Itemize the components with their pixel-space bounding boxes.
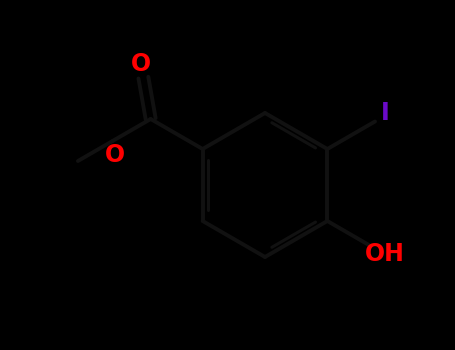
Text: I: I (381, 102, 389, 126)
Text: O: O (131, 52, 152, 76)
Text: O: O (105, 143, 125, 167)
Text: OH: OH (365, 242, 404, 266)
